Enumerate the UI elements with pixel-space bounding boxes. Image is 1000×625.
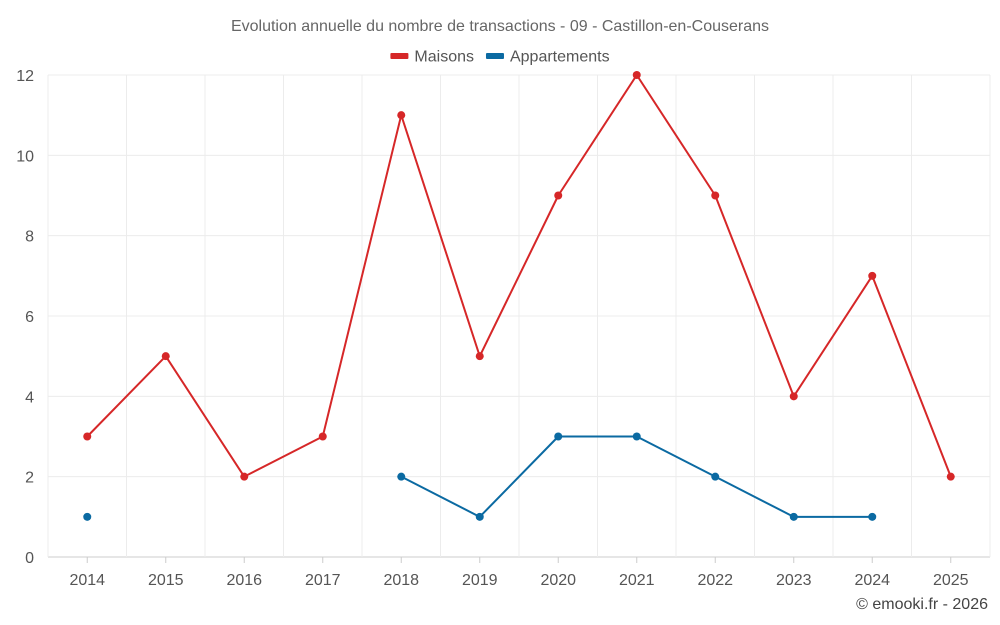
- x-tick-label: 2017: [305, 572, 341, 589]
- data-point[interactable]: [868, 512, 877, 521]
- legend-item-maisons[interactable]: Maisons: [390, 49, 474, 66]
- axes: 0 2 4 6 8 10 12 2014 2015 2016 2017 2018 2019 2020 202…: [16, 68, 968, 589]
- data-point[interactable]: [711, 472, 720, 481]
- legend-label: Maisons: [414, 49, 474, 66]
- data-point[interactable]: [711, 191, 720, 200]
- data-point[interactable]: [789, 512, 798, 521]
- data-point[interactable]: [554, 432, 563, 441]
- data-point[interactable]: [946, 472, 955, 481]
- y-tick-label: 10: [16, 148, 34, 165]
- x-tick-label: 2014: [69, 572, 105, 589]
- legend-swatch: [485, 53, 504, 59]
- series-line: [86, 74, 952, 478]
- data-point[interactable]: [397, 472, 406, 481]
- y-tick-label: 4: [25, 389, 34, 406]
- x-tick-label: 2015: [148, 572, 184, 589]
- legend: Maisons Appartements: [390, 49, 610, 66]
- data-point[interactable]: [240, 472, 249, 481]
- data-point[interactable]: [632, 432, 641, 441]
- data-point[interactable]: [318, 432, 327, 441]
- data-point[interactable]: [868, 271, 877, 280]
- data-point[interactable]: [554, 191, 563, 200]
- x-tick-label: 2020: [540, 572, 576, 589]
- data-point[interactable]: [83, 432, 92, 441]
- x-tick-label: 2025: [933, 572, 969, 589]
- x-tick-label: 2016: [226, 572, 262, 589]
- data-point[interactable]: [161, 352, 170, 361]
- x-tick-label: 2024: [854, 572, 890, 589]
- data-point[interactable]: [83, 512, 92, 521]
- series-layer: [83, 71, 955, 521]
- data-point[interactable]: [397, 111, 406, 120]
- x-tick-label: 2023: [776, 572, 812, 589]
- series-appartements: [83, 432, 877, 521]
- y-tick-label: 0: [25, 550, 34, 567]
- data-point[interactable]: [475, 512, 484, 521]
- credit-text: © emooki.fr - 2026: [856, 596, 988, 613]
- x-tick-label: 2021: [619, 572, 655, 589]
- grid: [47, 74, 991, 558]
- series-maisons: [83, 71, 955, 481]
- data-point[interactable]: [789, 392, 798, 401]
- data-point[interactable]: [475, 352, 484, 361]
- x-tick-label: 2022: [697, 572, 733, 589]
- y-tick-label: 6: [25, 309, 34, 326]
- y-tick-label: 2: [25, 470, 34, 487]
- data-point[interactable]: [632, 71, 641, 79]
- x-tick-label: 2019: [462, 572, 498, 589]
- x-tick-label: 2018: [383, 572, 419, 589]
- chart-title: Evolution annuelle du nombre de transact…: [231, 18, 769, 35]
- y-tick-label: 8: [25, 229, 34, 246]
- legend-item-appartements[interactable]: Appartements: [485, 49, 610, 66]
- y-tick-label: 12: [16, 68, 34, 85]
- legend-label: Appartements: [510, 49, 610, 66]
- legend-swatch: [390, 53, 409, 59]
